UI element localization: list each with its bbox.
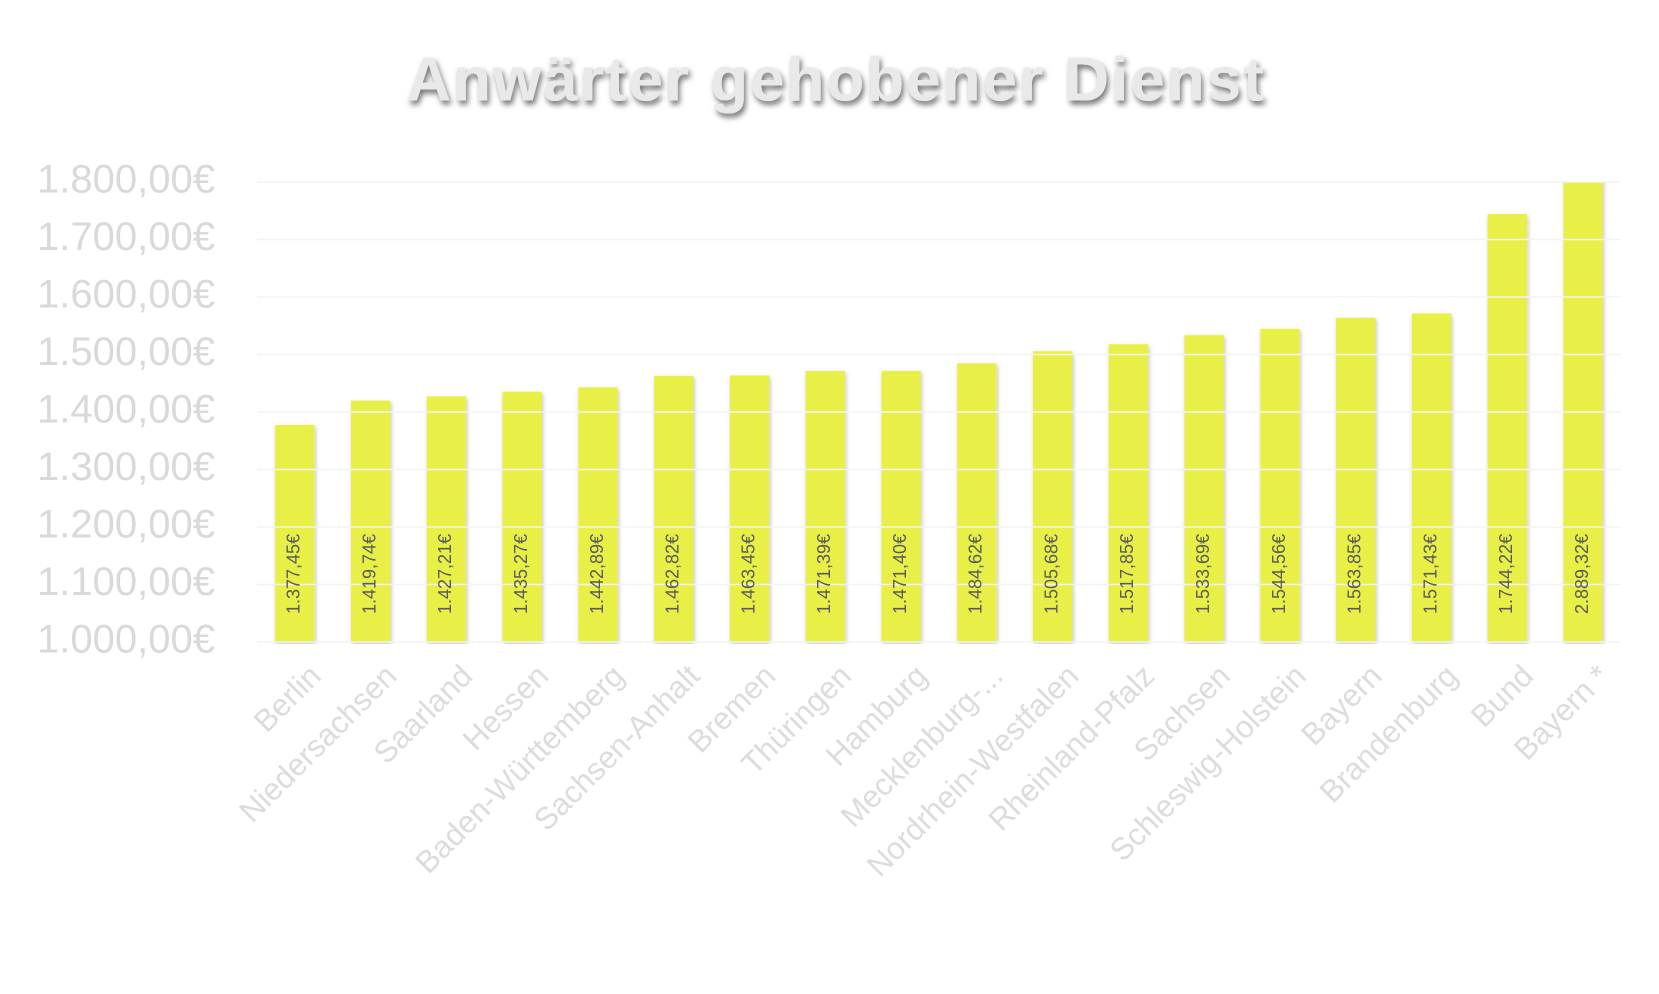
bar bbox=[729, 375, 770, 642]
y-tick-label: 1.100,00€ bbox=[37, 560, 215, 604]
bar bbox=[1032, 351, 1073, 642]
bar bbox=[1108, 344, 1149, 642]
bar bbox=[1260, 328, 1300, 642]
bar bbox=[426, 396, 467, 642]
y-tick-label: 1.600,00€ bbox=[37, 273, 215, 317]
value-label: 1.744,22€ bbox=[1496, 534, 1516, 614]
y-tick-label: 1.200,00€ bbox=[37, 503, 215, 547]
value-label: 1.377,45€ bbox=[284, 534, 304, 614]
value-label: 1.462,82€ bbox=[663, 534, 683, 614]
bar bbox=[1487, 214, 1528, 643]
y-tick-label: 1.000,00€ bbox=[37, 618, 215, 662]
value-label: 1.427,21€ bbox=[435, 534, 455, 614]
plot-area bbox=[275, 182, 1603, 643]
bar bbox=[275, 424, 315, 642]
value-label: 1.435,27€ bbox=[511, 534, 531, 614]
chart-title: Anwärter gehobener Dienst bbox=[406, 45, 1266, 114]
y-tick-label: 1.700,00€ bbox=[37, 215, 215, 259]
bar bbox=[881, 370, 921, 642]
bar bbox=[1411, 313, 1452, 642]
bar bbox=[654, 375, 694, 642]
bar bbox=[957, 363, 997, 642]
y-tick-label: 1.500,00€ bbox=[37, 330, 215, 374]
value-label: 1.533,69€ bbox=[1193, 534, 1213, 614]
value-label: 1.463,45€ bbox=[738, 534, 758, 614]
value-label: 2.889,32€ bbox=[1572, 534, 1592, 614]
value-label: 1.517,85€ bbox=[1117, 534, 1137, 614]
y-tick-label: 1.300,00€ bbox=[37, 445, 215, 489]
value-label: 1.484,62€ bbox=[966, 534, 986, 614]
bar bbox=[1184, 335, 1224, 642]
y-tick-label: 1.400,00€ bbox=[37, 388, 215, 432]
bar bbox=[502, 391, 542, 642]
value-label: 1.571,43€ bbox=[1420, 534, 1440, 614]
value-label: 1.471,39€ bbox=[814, 534, 834, 614]
bar bbox=[350, 400, 391, 642]
bar bbox=[1336, 317, 1376, 642]
bar bbox=[805, 370, 846, 642]
value-label: 1.544,56€ bbox=[1269, 534, 1289, 614]
y-tick-label: 1.800,00€ bbox=[37, 158, 215, 202]
bar bbox=[578, 387, 618, 642]
value-label: 1.419,74€ bbox=[359, 534, 379, 614]
value-label: 1.442,89€ bbox=[587, 534, 607, 614]
value-label: 1.471,40€ bbox=[890, 534, 910, 614]
value-label: 1.563,85€ bbox=[1345, 534, 1365, 614]
value-label: 1.505,68€ bbox=[1041, 534, 1061, 614]
